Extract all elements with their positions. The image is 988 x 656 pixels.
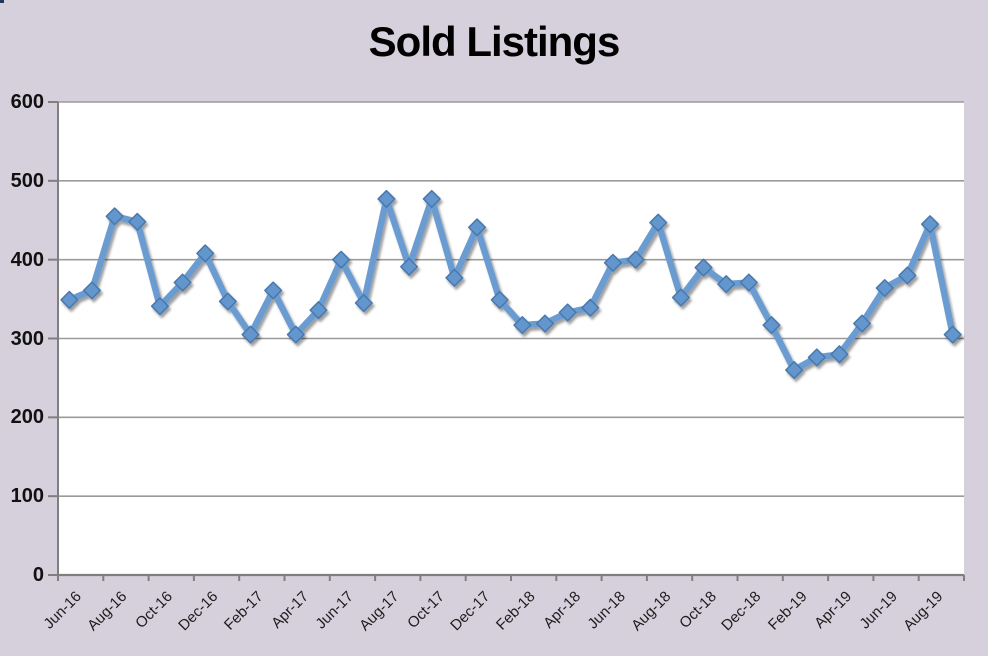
data-point-marker [150,297,169,316]
series-line [66,195,956,374]
data-point-marker [898,266,917,285]
y-axis-label-100: 100 [10,485,44,508]
data-point-marker [535,314,555,333]
data-point-marker [422,189,441,209]
data-point-marker [603,253,622,272]
data-point-marker [490,290,509,309]
data-point-marker [332,250,351,269]
data-point-marker [513,316,532,335]
data-point-marker [309,301,328,320]
data-point-marker [377,189,396,209]
y-axis-label-600: 600 [10,91,44,113]
data-point-marker [807,348,826,367]
data-point-marker [671,288,690,307]
y-axis-label-300: 300 [10,327,44,350]
data-point-marker [128,212,147,231]
sold-listings-series [60,189,962,380]
data-point-marker [558,303,577,322]
data-point-marker [467,218,487,237]
y-axis-label-400: 400 [10,248,44,271]
data-point-marker [762,316,781,335]
data-point-marker [694,258,713,277]
data-point-marker [60,290,79,309]
data-point-marker [354,293,373,313]
data-point-marker [286,325,305,344]
y-axis-label-500: 500 [10,169,44,192]
x-axis-ticks [57,575,965,581]
y-axis-label-200: 200 [10,406,44,429]
data-point-marker [218,292,237,311]
data-point-marker [173,273,192,292]
data-point-marker [717,275,736,294]
data-point-marker [581,298,600,317]
data-point-marker [400,257,419,276]
data-point-marker [830,345,849,364]
data-point-marker [943,325,962,344]
data-point-marker [105,207,124,226]
data-point-marker [875,278,894,298]
data-point-marker [649,213,668,232]
data-point-marker [196,244,215,263]
data-point-marker [264,281,283,300]
data-point-marker [445,268,464,287]
data-point-marker [626,250,645,269]
data-point-marker [241,325,260,344]
y-axis-label-0: 0 [32,564,44,586]
data-point-marker [853,314,872,333]
data-point-marker [739,273,758,292]
data-point-marker [920,215,940,234]
chart-title: Sold Listings [368,18,621,65]
data-point-marker [785,360,804,380]
corner-artifact-mark [0,0,4,3]
data-point-marker [82,281,102,300]
